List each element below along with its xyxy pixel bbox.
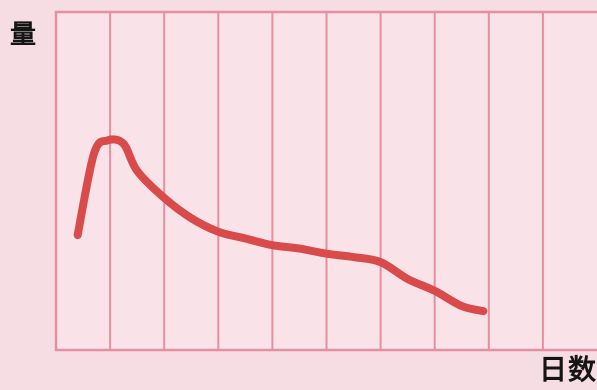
data-point-6 [161, 195, 167, 201]
data-point-1 [75, 232, 81, 238]
data-point-3 [104, 137, 110, 143]
data-point-14 [378, 259, 384, 265]
series-line-1 [73, 135, 488, 316]
data-point-10 [269, 242, 275, 248]
data-point-8 [215, 229, 221, 235]
data-point-15 [405, 276, 411, 282]
data-point-11 [296, 246, 302, 252]
data-point-2 [91, 151, 97, 157]
y-axis-label: 量 [10, 20, 38, 50]
data-point-17 [459, 303, 465, 309]
data-point-13 [351, 254, 357, 260]
data-point-5 [134, 168, 140, 174]
data-point-18 [480, 308, 486, 314]
data-point-16 [432, 288, 438, 294]
data-point-9 [242, 235, 248, 241]
x-axis-label: 日数 [538, 353, 597, 386]
data-point-12 [324, 251, 330, 257]
data-point-4 [121, 141, 127, 147]
data-point-7 [188, 215, 194, 221]
